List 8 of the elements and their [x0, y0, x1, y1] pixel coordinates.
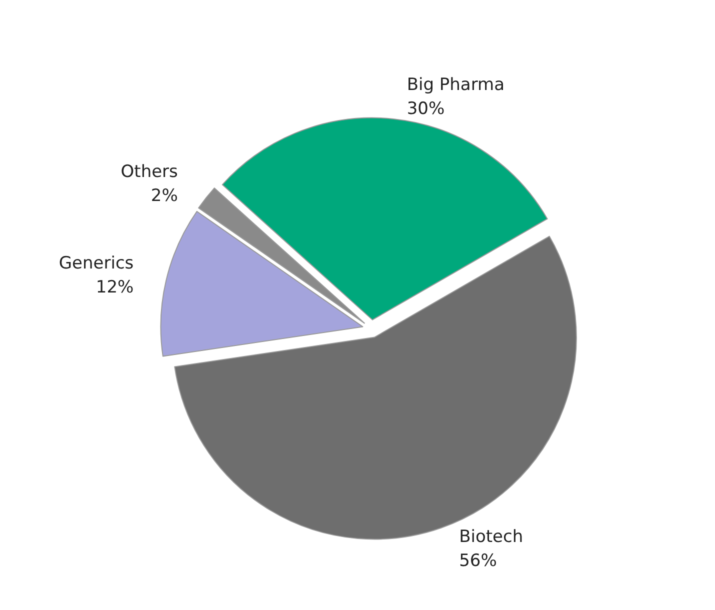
slice-label: Biotech [459, 526, 524, 547]
slice-label: Others [120, 162, 178, 182]
slice-label: Big Pharma [406, 75, 505, 96]
data-label: 12% [96, 278, 134, 298]
data-label: 30% [406, 99, 445, 120]
data-label: 2% [150, 186, 178, 206]
slice-label: Generics [58, 254, 134, 274]
data-label: 56% [459, 550, 497, 571]
